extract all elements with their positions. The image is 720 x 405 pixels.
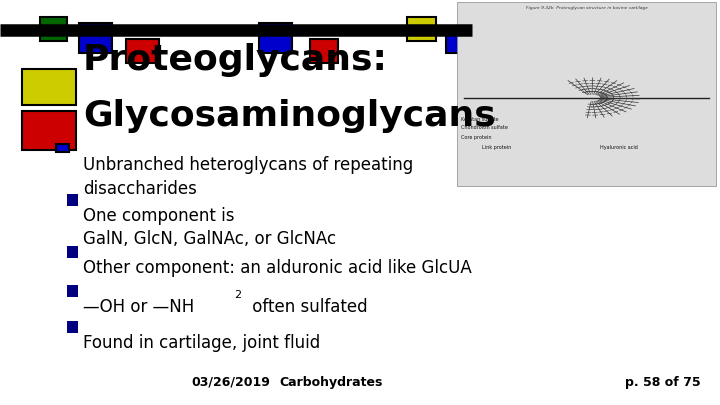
Text: —OH or —NH: —OH or —NH: [83, 298, 194, 315]
Text: Carbohydrates: Carbohydrates: [279, 376, 383, 389]
Text: Unbranched heteroglycans of repeating
disaccharides: Unbranched heteroglycans of repeating di…: [83, 156, 413, 198]
Bar: [407, 17, 436, 40]
Text: Glycosaminoglycans: Glycosaminoglycans: [83, 99, 495, 133]
Text: Other component: an alduronic acid like GlcUA: Other component: an alduronic acid like …: [83, 259, 472, 277]
Text: Proteoglycans:: Proteoglycans:: [83, 43, 387, 77]
Bar: [22, 69, 76, 105]
Bar: [67, 246, 78, 258]
Text: 2: 2: [234, 290, 241, 301]
Bar: [40, 17, 67, 40]
Text: One component is
GalN, GlcN, GalNAc, or GlcNAc: One component is GalN, GlcN, GalNAc, or …: [83, 207, 336, 248]
Text: Link protein: Link protein: [482, 145, 512, 150]
Bar: [446, 29, 475, 53]
Text: Hyaluronic acid: Hyaluronic acid: [600, 145, 638, 150]
Text: p. 58 of 75: p. 58 of 75: [624, 376, 701, 389]
Bar: [457, 2, 716, 186]
Bar: [259, 23, 292, 53]
Text: Keratan sulfate: Keratan sulfate: [461, 117, 498, 122]
Bar: [67, 321, 78, 333]
Text: Chondroitin sulfate: Chondroitin sulfate: [461, 126, 508, 130]
Bar: [79, 23, 112, 53]
Bar: [310, 39, 338, 63]
Text: Core protein: Core protein: [461, 135, 491, 140]
Text: Found in cartilage, joint fluid: Found in cartilage, joint fluid: [83, 334, 320, 352]
Text: 03/26/2019: 03/26/2019: [191, 376, 270, 389]
Text: often sulfated: often sulfated: [247, 298, 368, 315]
Bar: [67, 285, 78, 297]
Bar: [56, 144, 69, 152]
Bar: [22, 111, 76, 150]
Text: Figure 9.32b  Proteoglycan structure in bovine cartilage: Figure 9.32b Proteoglycan structure in b…: [526, 6, 648, 10]
Bar: [126, 39, 159, 63]
Bar: [67, 194, 78, 206]
